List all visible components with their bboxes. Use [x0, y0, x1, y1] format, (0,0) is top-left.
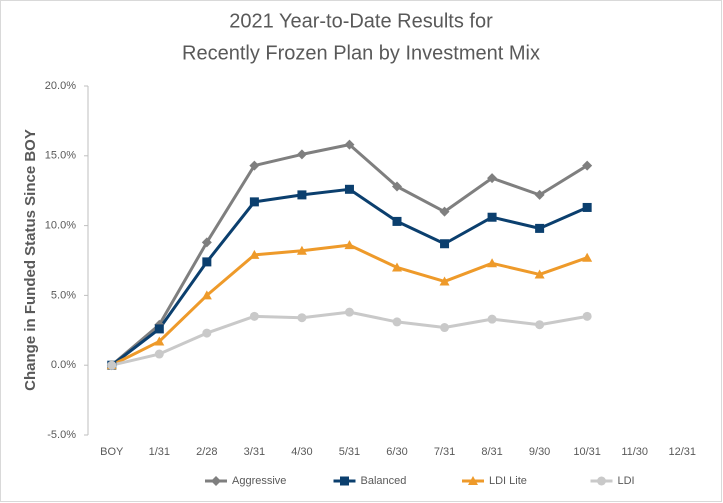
x-tick-label: 7/31	[434, 446, 455, 458]
marker	[535, 223, 545, 233]
x-tick-label: 12/31	[668, 446, 696, 458]
legend-label: LDI	[618, 475, 635, 487]
x-tick-label: BOY	[100, 446, 124, 458]
marker	[344, 240, 355, 250]
marker	[297, 313, 307, 323]
marker	[487, 314, 497, 324]
legend-marker	[468, 476, 478, 485]
marker	[249, 311, 259, 321]
marker	[392, 262, 402, 272]
y-tick-label: 20.0%	[45, 80, 76, 92]
marker	[201, 237, 212, 248]
marker	[249, 197, 259, 207]
marker	[202, 257, 212, 267]
chart-title: 2021 Year-to-Date Results for	[229, 10, 493, 32]
legend-marker	[597, 476, 606, 486]
legend-marker	[340, 476, 349, 486]
marker	[154, 349, 164, 359]
marker	[392, 216, 402, 226]
marker	[487, 212, 497, 222]
marker	[487, 258, 498, 268]
legend-label: Aggressive	[232, 475, 286, 487]
y-tick-label: 5.0%	[51, 289, 76, 301]
marker	[582, 252, 593, 262]
marker	[107, 360, 117, 370]
marker	[582, 202, 592, 212]
x-tick-label: 4/30	[291, 446, 312, 458]
marker	[582, 160, 593, 171]
marker	[296, 245, 307, 255]
y-tick-label: 15.0%	[45, 150, 76, 162]
x-tick-label: 8/31	[481, 446, 502, 458]
x-tick-label: 6/30	[386, 446, 407, 458]
legend-marker	[211, 476, 221, 486]
y-tick-label: -5.0%	[47, 429, 76, 441]
marker	[249, 249, 260, 259]
x-tick-label: 3/31	[244, 446, 265, 458]
x-tick-label: 9/30	[529, 446, 550, 458]
x-tick-label: 10/31	[573, 446, 601, 458]
marker	[582, 311, 592, 321]
marker	[344, 307, 354, 317]
chart-title: Recently Frozen Plan by Investment Mix	[182, 42, 540, 64]
marker	[440, 323, 450, 333]
marker	[297, 190, 307, 200]
x-tick-label: 11/30	[621, 446, 648, 458]
marker	[439, 276, 450, 286]
marker	[296, 149, 307, 160]
marker	[154, 336, 165, 346]
marker	[344, 184, 354, 194]
y-tick-label: 0.0%	[51, 359, 76, 371]
x-tick-label: 5/31	[339, 446, 360, 458]
marker	[249, 160, 260, 171]
y-tick-label: 10.0%	[45, 220, 76, 232]
marker	[487, 173, 498, 184]
x-tick-label: 1/31	[149, 446, 170, 458]
y-axis-label: Change in Funded Status Since BOY	[22, 129, 39, 391]
legend-label: Balanced	[361, 475, 407, 487]
marker	[392, 181, 402, 192]
marker	[392, 317, 402, 327]
x-tick-label: 2/28	[196, 446, 217, 458]
marker	[344, 139, 355, 150]
marker	[439, 206, 450, 217]
marker	[154, 324, 164, 334]
marker	[202, 328, 212, 338]
marker	[535, 320, 545, 330]
marker	[201, 290, 212, 300]
marker	[534, 189, 545, 200]
legend-label: LDI Lite	[489, 475, 527, 487]
marker	[534, 269, 545, 279]
marker	[440, 239, 450, 249]
